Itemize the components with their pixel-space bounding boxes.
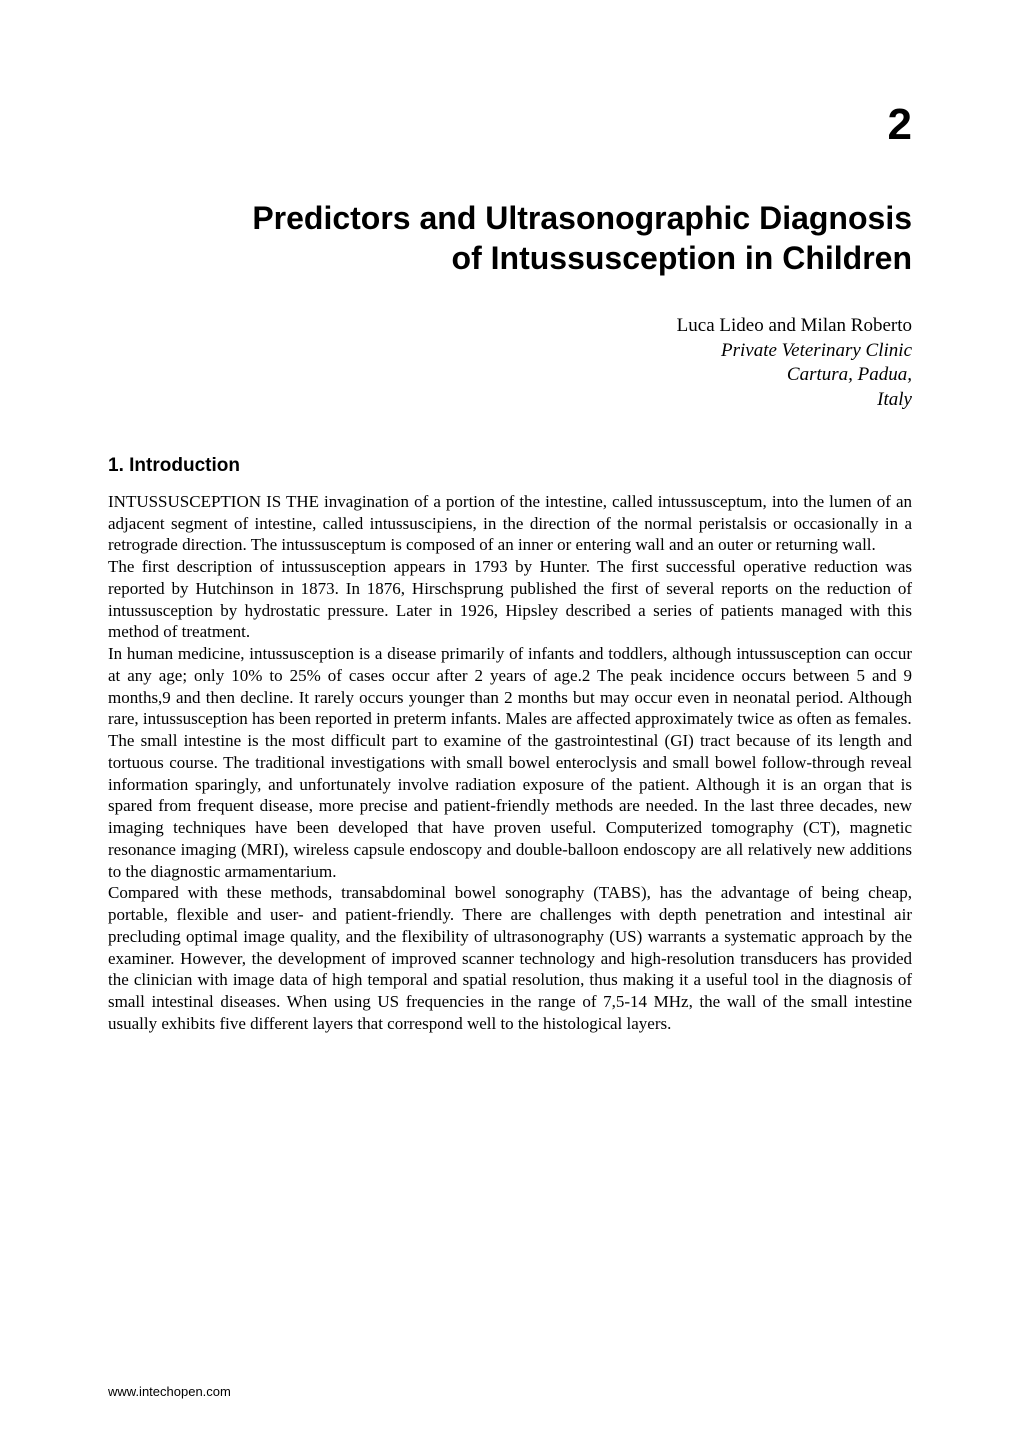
footer-url: www.intechopen.com	[108, 1384, 231, 1399]
paragraph-2: The first description of intussusception…	[108, 556, 912, 643]
title-line-1: Predictors and Ultrasonographic Diagnosi…	[252, 200, 912, 236]
author-names: Luca Lideo and Milan Roberto	[108, 314, 912, 339]
paragraph-3: In human medicine, intussusception is a …	[108, 643, 912, 730]
paragraph-1: INTUSSUSCEPTION IS THE invagination of a…	[108, 491, 912, 556]
paragraph-5: Compared with these methods, transabdomi…	[108, 882, 912, 1034]
section-heading: 1. Introduction	[108, 455, 912, 477]
title-line-2: of Intussusception in Children	[452, 240, 912, 276]
author-affiliation-line-3: Italy	[108, 388, 912, 413]
paragraph-4: The small intestine is the most difficul…	[108, 730, 912, 882]
section-title: Introduction	[129, 455, 240, 476]
body-text: INTUSSUSCEPTION IS THE invagination of a…	[108, 491, 912, 1035]
chapter-title: Predictors and Ultrasonographic Diagnosi…	[108, 198, 912, 278]
section-number: 1.	[108, 455, 124, 476]
author-affiliation-line-2: Cartura, Padua,	[108, 363, 912, 388]
author-affiliation-line-1: Private Veterinary Clinic	[108, 339, 912, 364]
chapter-number: 2	[108, 100, 912, 150]
author-block: Luca Lideo and Milan Roberto Private Vet…	[108, 314, 912, 413]
